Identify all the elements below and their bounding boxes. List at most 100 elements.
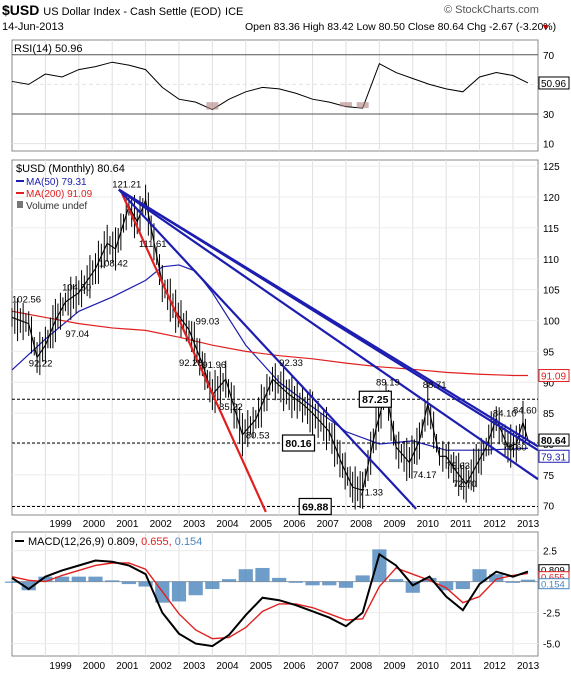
macd-histogram-bar	[138, 581, 153, 587]
price-value-box	[538, 433, 570, 447]
rsi-oversold-shade	[206, 102, 219, 110]
price-tick-label: 105	[543, 286, 560, 297]
macd-value-box	[538, 578, 570, 590]
stockcharts-watermark: © StockCharts.com	[444, 4, 539, 16]
macd-signal-line	[11, 562, 529, 640]
price-x-tick-label: 2008	[350, 519, 373, 530]
macd-x-tick-label: 2006	[283, 661, 306, 672]
exchange-label: ICE	[225, 6, 244, 18]
price-annotation: 88.71	[423, 380, 447, 391]
macd-histogram-bar	[205, 581, 220, 590]
price-value-label: 79.31	[541, 452, 566, 463]
price-x-tick-label: 2001	[116, 519, 139, 530]
macd-label: MACD(12,26,9) 0.809, 0.655, 0.154	[28, 536, 202, 548]
rsi-line	[11, 61, 529, 111]
date-label: 14-Jun-2013	[2, 21, 64, 33]
instrument-name: US Dollar Index - Cash Settle (EOD)	[43, 6, 222, 18]
price-annotation: 92.28	[179, 358, 203, 369]
macd-histogram-bar	[355, 575, 370, 582]
price-annotation: 85.22	[219, 402, 243, 413]
macd-histogram-bar	[4, 581, 20, 583]
price-tick-label: 85	[543, 409, 555, 420]
macd-x-tick-label: 2010	[417, 661, 440, 672]
trendline	[118, 188, 539, 481]
legend-ma50: MA(50) 79.31	[26, 177, 87, 188]
price-value-box	[538, 369, 570, 383]
price-annotation: 121.21	[112, 180, 141, 191]
macd-panel-frame	[11, 531, 539, 657]
price-x-tick-label: 2002	[150, 519, 173, 530]
macd-histogram-bar	[338, 581, 354, 588]
trendline	[118, 188, 539, 448]
level-box-label: 69.88	[302, 501, 328, 513]
price-annotation: 75.63	[446, 461, 470, 472]
macd-histogram-bar	[255, 567, 270, 582]
price-tick-label: 110	[543, 255, 559, 266]
price-annotation: 97.04	[65, 329, 89, 340]
macd-histogram-bar	[472, 569, 487, 582]
price-annotation: 72.70	[453, 479, 477, 490]
price-annotation: 78.60	[503, 443, 527, 454]
price-annotation: 84.10	[493, 409, 517, 420]
legend-ma200: MA(200) 91.09	[26, 189, 93, 200]
price-x-tick-label: 2003	[183, 519, 206, 530]
rsi-panel-frame	[11, 39, 539, 152]
macd-x-tick-label: 2002	[150, 661, 173, 672]
rsi-tick-label: 70	[543, 51, 555, 62]
macd-histogram-bar	[520, 579, 536, 582]
macd-histogram-bar	[105, 580, 120, 582]
price-annotation: 91.96	[202, 360, 226, 371]
price-tick-label: 100	[543, 317, 560, 328]
level-box	[298, 497, 332, 516]
moving-average-line	[11, 310, 528, 377]
price-value-label: 91.09	[541, 372, 566, 383]
rsi-oversold-shade	[356, 102, 369, 109]
macd-histogram-bar	[388, 579, 404, 582]
macd-x-tick-label: 2000	[83, 661, 106, 672]
macd-histogram-bar	[405, 581, 420, 593]
macd-x-tick-label: 2003	[183, 661, 206, 672]
price-tick-label: 125	[543, 162, 560, 173]
price-x-tick-label: 2010	[417, 519, 440, 530]
price-annotation: 99.03	[196, 317, 220, 328]
price-value-box	[538, 449, 570, 463]
macd-x-tick-label: 2012	[484, 661, 507, 672]
rsi-tick-label: 10	[543, 140, 555, 151]
legend-volume: Volume undef	[26, 201, 87, 212]
price-annotation: 84.60	[513, 406, 537, 417]
macd-histogram-bar	[121, 581, 136, 585]
rsi-oversold-shade	[339, 102, 352, 107]
macd-histogram-bar	[221, 579, 237, 582]
macd-x-tick-label: 2001	[116, 661, 139, 672]
price-annotation: 89.19	[376, 377, 400, 388]
symbol-header: $USD US Dollar Index - Cash Settle (EOD)…	[2, 2, 243, 18]
macd-x-tick-label: 2005	[250, 661, 273, 672]
macd-histogram-bar	[505, 581, 521, 583]
price-x-tick-label: 1999	[49, 519, 72, 530]
macd-histogram-bar	[439, 581, 454, 591]
macd-histogram-bar	[171, 581, 187, 602]
price-title: $USD (Monthly) 80.64	[16, 163, 125, 175]
price-tick-label: 70	[543, 502, 555, 513]
level-box-label: 80.16	[285, 438, 311, 450]
macd-x-tick-label: 2013	[517, 661, 540, 672]
price-annotation: 111.61	[139, 239, 167, 250]
macd-histogram-bar	[21, 581, 36, 591]
price-tick-label: 75	[543, 471, 555, 482]
down-arrow-icon: ▼	[541, 22, 550, 32]
macd-histogram-bar	[238, 569, 253, 582]
price-value-label: 80.64	[541, 436, 566, 447]
macd-histogram-bar	[54, 576, 70, 582]
macd-tick-label: -5.0	[543, 640, 561, 651]
macd-x-tick-label: 2009	[383, 661, 406, 672]
macd-x-tick-label: 1999	[49, 661, 72, 672]
legend-swatch	[17, 201, 23, 208]
macd-histogram-bar	[71, 576, 86, 582]
price-tick-label: 95	[543, 347, 555, 358]
rsi-value-box	[538, 76, 570, 90]
price-tick-label: 115	[543, 224, 559, 235]
macd-value-label: 0.154	[541, 580, 565, 591]
price-x-tick-label: 2005	[250, 519, 273, 530]
price-annotation: 71.33	[359, 488, 383, 499]
